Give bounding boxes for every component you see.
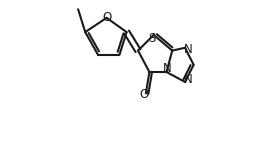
Text: S: S — [148, 32, 156, 45]
Text: O: O — [103, 11, 112, 24]
Text: N: N — [163, 62, 172, 75]
Text: N: N — [184, 43, 193, 56]
Text: N: N — [184, 73, 193, 86]
Text: O: O — [140, 88, 149, 101]
